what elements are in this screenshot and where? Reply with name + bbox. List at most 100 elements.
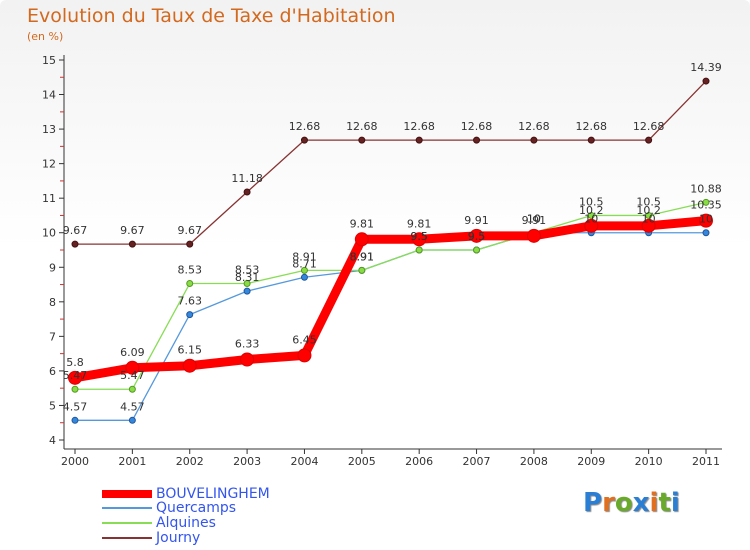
x-tick-label: 2006 <box>405 455 433 468</box>
data-point-journy <box>702 77 710 85</box>
logo-letter: P <box>583 488 603 518</box>
data-label-bouvelinghem: 9.91 <box>464 214 489 227</box>
data-label-quercamps: 10 <box>527 213 541 226</box>
series-line-alquines <box>74 201 707 390</box>
legend-item-quercamps: Quercamps <box>102 499 237 516</box>
logo-letter: i <box>649 488 659 518</box>
data-point-bouvelinghem <box>240 352 255 367</box>
data-label-quercamps: 10 <box>642 213 656 226</box>
y-tick-label: 15 <box>42 54 56 67</box>
data-point-bouvelinghem <box>125 360 140 375</box>
x-tick-label: 2008 <box>520 455 548 468</box>
data-label-bouvelinghem: 5.8 <box>66 356 84 369</box>
data-label-alquines: 10.5 <box>579 195 604 208</box>
data-label-bouvelinghem: 10.2 <box>636 204 661 217</box>
data-point-journy <box>128 240 136 248</box>
x-tick-label: 2009 <box>577 455 605 468</box>
data-point-journy <box>530 136 538 144</box>
legend-item-bouvelinghem: BOUVELINGHEM <box>102 486 270 502</box>
x-tick-label: 2007 <box>463 455 491 468</box>
data-point-journy <box>587 136 595 144</box>
legend-swatch-alquines <box>102 521 152 524</box>
data-point-alquines <box>128 385 136 393</box>
data-label-alquines: 8.53 <box>235 264 260 277</box>
data-point-bouvelinghem <box>354 232 369 247</box>
data-point-bouvelinghem <box>641 218 656 233</box>
data-label-bouvelinghem: 9.81 <box>350 217 375 230</box>
legend-label-alquines: Alquines <box>156 514 216 531</box>
data-point-alquines <box>645 211 653 219</box>
data-label-alquines: 10 <box>527 213 541 226</box>
data-label-bouvelinghem: 9.91 <box>522 214 547 227</box>
data-label-journy: 11.18 <box>231 172 263 185</box>
x-tick-label: 2000 <box>61 455 89 468</box>
data-point-alquines <box>473 246 481 254</box>
chart-title: Evolution du Taux de Taxe d'Habitation <box>27 5 396 27</box>
data-point-alquines <box>186 280 194 288</box>
y-tick-label: 13 <box>42 123 56 136</box>
y-tick-label: 11 <box>42 192 56 205</box>
data-label-quercamps: 7.63 <box>177 295 202 308</box>
data-label-journy: 12.68 <box>576 120 608 133</box>
data-point-quercamps <box>128 416 136 424</box>
data-label-journy: 9.67 <box>63 224 88 237</box>
data-point-bouvelinghem <box>68 370 82 385</box>
data-label-journy: 12.68 <box>403 120 435 133</box>
x-tick-label: 2010 <box>635 455 663 468</box>
data-point-bouvelinghem <box>412 232 427 247</box>
legend-swatch-journy <box>102 536 152 539</box>
data-point-quercamps <box>300 273 308 281</box>
data-label-quercamps: 9.5 <box>410 230 428 243</box>
legend-swatch-quercamps <box>102 506 152 509</box>
data-point-quercamps <box>71 416 79 424</box>
data-point-alquines <box>358 266 366 274</box>
data-label-journy: 12.68 <box>461 120 493 133</box>
logo-letter: x <box>632 488 650 518</box>
chart-subtitle: (en %) <box>27 30 64 43</box>
x-tick-label: 2003 <box>233 455 261 468</box>
x-tick-label: 2011 <box>692 455 720 468</box>
series-line-journy <box>74 80 707 245</box>
legend-label-quercamps: Quercamps <box>156 499 237 516</box>
data-label-alquines: 10.88 <box>690 182 722 195</box>
data-point-alquines <box>587 211 595 219</box>
y-tick-label: 5 <box>49 399 56 412</box>
data-label-journy: 9.67 <box>120 224 145 237</box>
series-line-bouvelinghem <box>70 216 711 383</box>
data-label-bouvelinghem: 6.33 <box>235 338 260 351</box>
data-point-alquines <box>300 266 308 274</box>
data-label-alquines: 9.5 <box>468 230 486 243</box>
data-label-quercamps: 4.57 <box>120 400 145 413</box>
data-point-quercamps <box>186 311 194 319</box>
data-point-bouvelinghem <box>526 228 541 243</box>
data-point-journy <box>300 136 308 144</box>
data-label-quercamps: 8.71 <box>292 257 317 270</box>
data-point-bouvelinghem <box>584 218 599 233</box>
logo-letter: t <box>658 488 671 518</box>
data-label-alquines: 5.47 <box>63 369 88 382</box>
data-label-alquines: 5.47 <box>120 369 145 382</box>
data-label-journy: 9.67 <box>177 224 202 237</box>
data-label-quercamps: 8.31 <box>235 271 260 284</box>
y-tick-label: 4 <box>49 434 56 447</box>
logo-letter: i <box>670 488 680 518</box>
y-tick-label: 14 <box>42 89 56 102</box>
data-label-alquines: 8.91 <box>292 250 317 263</box>
data-label-bouvelinghem: 6.45 <box>292 333 317 346</box>
data-label-journy: 14.39 <box>690 61 722 74</box>
data-point-journy <box>243 188 251 196</box>
y-tick-label: 9 <box>49 261 56 274</box>
x-tick-label: 2001 <box>118 455 146 468</box>
data-label-quercamps: 8.91 <box>350 250 375 263</box>
proxiti-logo: Proxiti <box>583 488 680 518</box>
data-label-quercamps: 10 <box>699 213 713 226</box>
data-point-alquines <box>243 280 251 288</box>
data-point-journy <box>473 136 481 144</box>
data-label-journy: 12.68 <box>518 120 550 133</box>
data-point-journy <box>71 240 79 248</box>
data-point-bouvelinghem <box>182 358 197 373</box>
data-label-journy: 12.68 <box>346 120 378 133</box>
data-label-alquines: 10.5 <box>636 195 661 208</box>
data-point-alquines <box>702 198 710 206</box>
